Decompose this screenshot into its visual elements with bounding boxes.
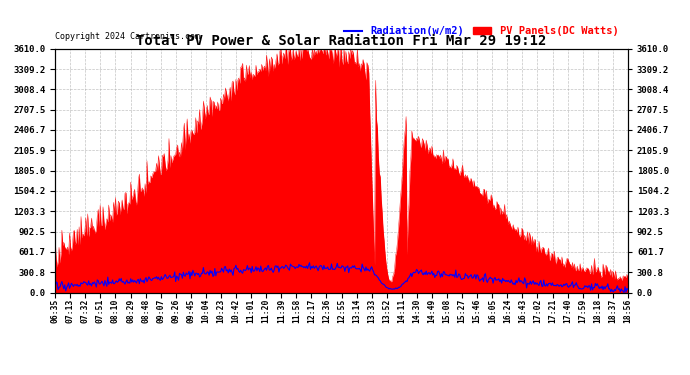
Text: Copyright 2024 Cartronics.com: Copyright 2024 Cartronics.com xyxy=(55,32,200,41)
Legend: Radiation(w/m2), PV Panels(DC Watts): Radiation(w/m2), PV Panels(DC Watts) xyxy=(339,22,622,40)
Title: Total PV Power & Solar Radiation Fri Mar 29 19:12: Total PV Power & Solar Radiation Fri Mar… xyxy=(137,34,546,48)
